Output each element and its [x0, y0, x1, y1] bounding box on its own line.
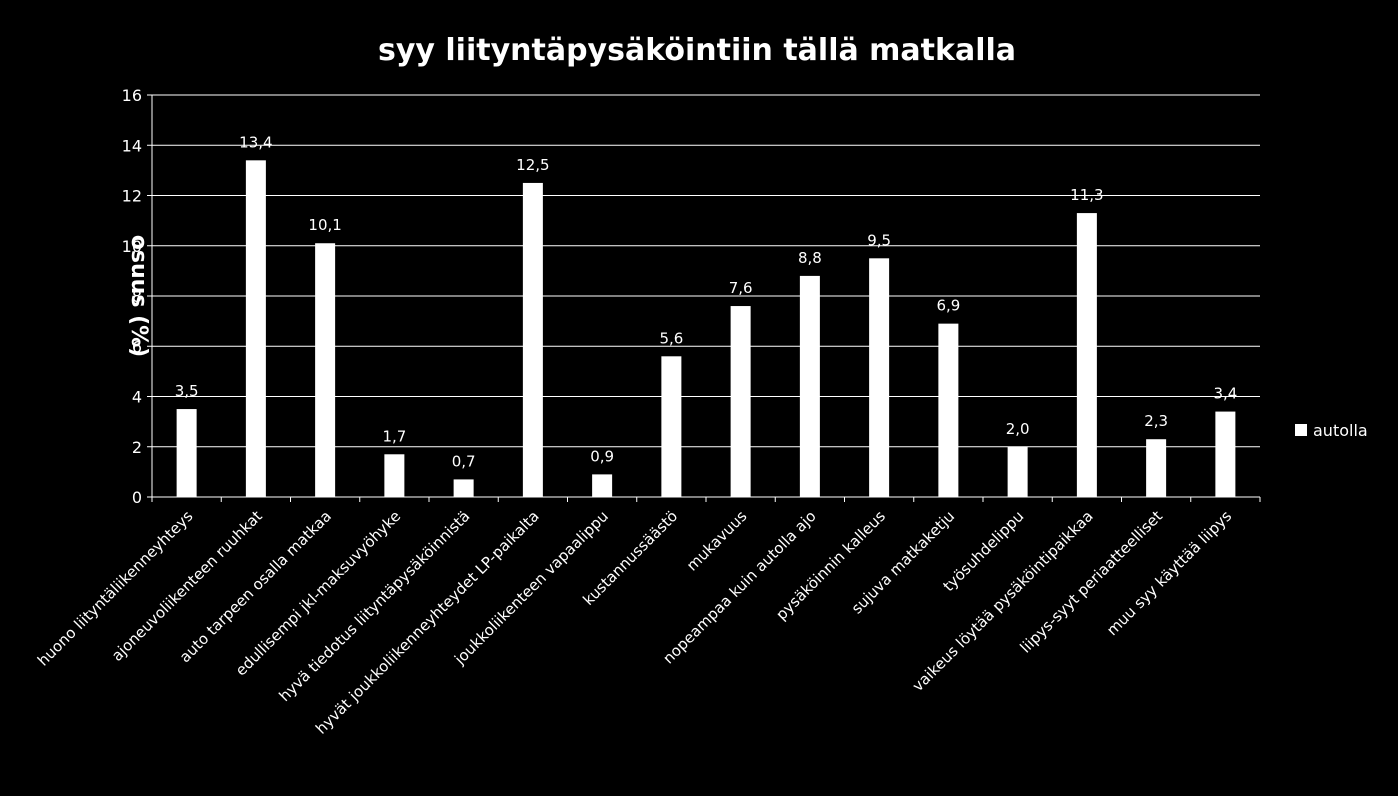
y-tick-label: 14 — [122, 136, 142, 155]
bar — [661, 356, 682, 497]
y-tick-label: 6 — [132, 337, 142, 356]
data-label: 3,5 — [175, 382, 199, 400]
bar — [522, 182, 543, 497]
bar — [453, 479, 474, 497]
data-label: 7,6 — [729, 279, 753, 297]
data-label: 9,5 — [867, 231, 891, 249]
axes — [151, 95, 1261, 502]
data-label: 2,3 — [1144, 412, 1168, 430]
bar — [592, 474, 613, 497]
y-tick-label: 10 — [122, 237, 142, 256]
chart-title: syy liityntäpysäköintiin tällä matkalla — [378, 33, 1016, 68]
y-tick-label: 12 — [122, 187, 142, 206]
bar — [799, 275, 820, 497]
x-tick-label: muu syy käyttää liipys — [1103, 507, 1235, 639]
y-axis-label: osuus (%) — [126, 235, 151, 357]
bar — [384, 454, 405, 497]
bars — [176, 160, 1236, 497]
x-tick-label: liipys-syyt periaatteelliset — [1016, 507, 1166, 657]
bar — [315, 243, 336, 497]
data-label: 13,4 — [239, 133, 272, 151]
bar — [730, 306, 751, 497]
legend-label: autolla — [1313, 421, 1368, 440]
data-label: 0,7 — [452, 452, 476, 470]
y-tick-label: 0 — [132, 488, 142, 507]
bar — [1007, 446, 1028, 497]
data-label: 11,3 — [1070, 186, 1103, 204]
data-label: 8,8 — [798, 249, 822, 267]
y-tick-label: 4 — [132, 388, 142, 407]
data-label: 6,9 — [936, 297, 960, 315]
bar — [938, 323, 959, 497]
x-tick-label: mukavuus — [683, 507, 751, 575]
data-label: 5,6 — [659, 329, 683, 347]
y-tick-label: 16 — [122, 86, 142, 105]
gridlines — [147, 94, 1260, 498]
bar — [1146, 439, 1167, 497]
legend-swatch — [1295, 424, 1307, 436]
y-tick-label: 2 — [132, 438, 142, 457]
data-label: 1,7 — [382, 427, 406, 445]
y-tick-labels: 0 2 4 6 8 10 12 14 16 — [122, 86, 142, 507]
bar — [1215, 411, 1236, 497]
data-label: 0,9 — [590, 447, 614, 465]
bar — [245, 160, 266, 497]
bar — [176, 409, 197, 497]
x-tick-labels: huono liityntäliikenneyhteysajoneuvoliik… — [34, 507, 1235, 738]
data-label: 12,5 — [516, 156, 549, 174]
bar — [1076, 213, 1097, 497]
data-labels: 3,5 13,4 10,1 1,7 0,7 12,5 0,9 5,6 7,6 8,8 9,5 6,9 2… — [175, 133, 1238, 470]
y-tick-label: 8 — [132, 287, 142, 306]
data-label: 2,0 — [1006, 420, 1030, 438]
legend: autolla — [1295, 421, 1368, 440]
data-label: 3,4 — [1213, 385, 1237, 403]
bar — [869, 258, 890, 497]
data-label: 10,1 — [308, 216, 341, 234]
